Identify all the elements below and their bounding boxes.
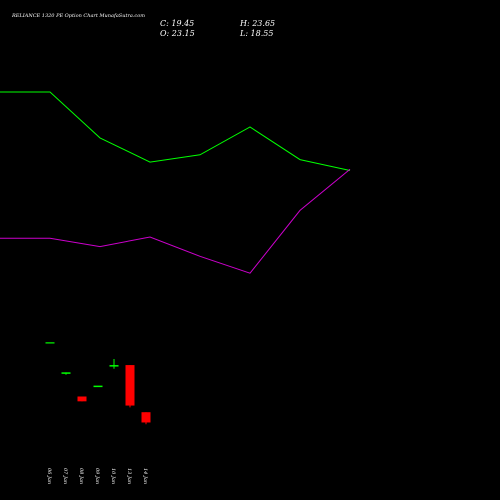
candle-body [77, 396, 87, 402]
x-tick-label: 09 Jan [94, 468, 100, 484]
ohlc-close: C: 19.45 [160, 19, 194, 28]
candle-4 [93, 385, 103, 388]
candle-body [45, 342, 55, 344]
candle-3 [77, 396, 87, 402]
x-tick-label: 10 Jan [110, 468, 116, 484]
x-tick-label: 06 Jan [46, 468, 52, 484]
x-tick-label: 07 Jan [62, 468, 68, 484]
ohlc-open: O: 23.15 [160, 29, 195, 38]
chart-title: RELIANCE 1320 PE Option Chart MunafaSutr… [11, 13, 145, 19]
candle-body [125, 365, 135, 406]
candle-6 [125, 365, 135, 408]
candle-5 [109, 359, 119, 369]
candles [45, 342, 151, 425]
ohlc-low: L: 18.55 [239, 29, 273, 38]
candle-body [61, 372, 71, 374]
candle-body [141, 412, 151, 423]
candle-1 [45, 342, 55, 344]
candle-2 [61, 372, 71, 375]
indicator-lines [0, 91, 351, 274]
candle-7 [141, 412, 151, 425]
x-axis-labels: 06 Jan 07 Jan 08 Jan 09 Jan 10 Jan 13 Jan 14 J… [46, 468, 148, 484]
x-tick-label: 08 Jan [78, 468, 84, 484]
candle-body [93, 385, 103, 388]
ohlc-high: H: 23.65 [239, 19, 275, 28]
indicator-line-1 [0, 91, 351, 171]
x-tick-label: 13 Jan [126, 468, 132, 484]
indicator-line-2 [0, 168, 351, 274]
x-tick-label: 14 Jan [142, 468, 148, 484]
candle-body [109, 365, 119, 367]
